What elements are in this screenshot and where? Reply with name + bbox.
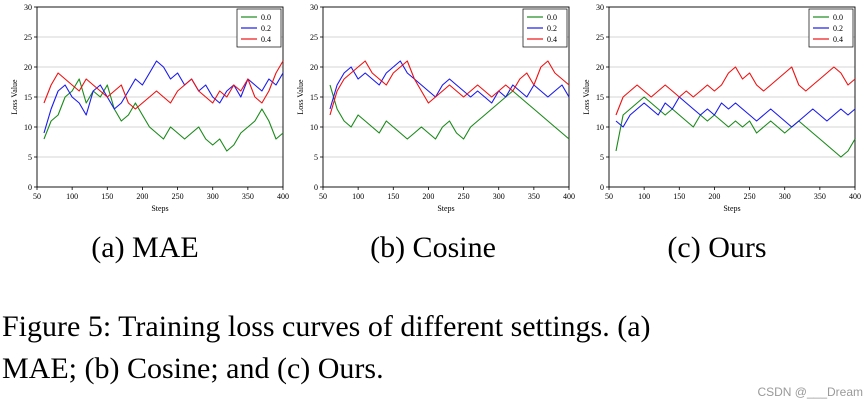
y-tick-label: 0: [314, 183, 318, 192]
series-line-0.2: [615, 96, 856, 128]
series-line-0.4: [329, 60, 570, 116]
y-tick-label: 10: [24, 123, 32, 132]
x-tick-label: 400: [563, 192, 575, 201]
x-tick-label: 50: [605, 192, 613, 201]
y-tick-label: 0: [600, 183, 604, 192]
charts-area: 50 100 150 200 250 300 350 400051015202530Steps…: [10, 3, 861, 213]
x-tick-label: 250: [458, 192, 470, 201]
x-tick-label: 50: [33, 192, 41, 201]
x-tick-label: 200: [136, 192, 148, 201]
figure-caption: Figure 5: Training loss curves of differ…: [2, 306, 867, 390]
y-tick-label: 15: [24, 93, 32, 102]
subfigure-label-ours: (c) Ours: [667, 231, 767, 264]
x-tick-label: 300: [779, 192, 791, 201]
subfigure-label-cosine: (b) Cosine: [370, 231, 496, 264]
y-tick-label: 20: [24, 63, 32, 72]
y-tick-label: 30: [310, 3, 318, 12]
x-tick-label: 100: [638, 192, 650, 201]
series-line-0.4: [615, 66, 856, 116]
y-tick-label: 30: [596, 3, 604, 12]
x-tick-label: 150: [673, 192, 685, 201]
y-tick-label: 5: [314, 153, 318, 162]
y-axis-label: Loss Value: [296, 79, 305, 115]
x-tick-label: 300: [207, 192, 219, 201]
y-tick-label: 25: [596, 33, 604, 42]
x-tick-label: 150: [387, 192, 399, 201]
y-tick-label: 15: [596, 93, 604, 102]
legend-label: 0.2: [547, 24, 557, 33]
y-tick-label: 30: [24, 3, 32, 12]
x-axis-label: Steps: [151, 204, 168, 213]
x-tick-label: 200: [708, 192, 720, 201]
x-tick-label: 200: [422, 192, 434, 201]
x-tick-label: 100: [66, 192, 78, 201]
chart-panel-2: 50 100 150 200 250 300 350 400 0 5 10 15 20 25 30 Steps…: [296, 3, 575, 213]
y-tick-label: 0: [28, 183, 32, 192]
legend-label: 0.4: [261, 35, 271, 44]
x-tick-label: 350: [528, 192, 540, 201]
legend-label: 0.2: [833, 24, 843, 33]
legend-label: 0.0: [547, 13, 557, 22]
series-line-0.2: [43, 60, 284, 134]
x-tick-label: 250: [744, 192, 756, 201]
x-tick-label: 250: [172, 192, 184, 201]
x-tick-label: 50: [319, 192, 327, 201]
y-tick-label: 5: [28, 153, 32, 162]
series-line-0.0: [615, 96, 856, 158]
series-line-0.2: [329, 60, 570, 110]
x-tick-label: 100: [352, 192, 364, 201]
legend-label: 0.0: [261, 13, 271, 22]
y-tick-label: 25: [24, 33, 32, 42]
series-line-0.0: [43, 78, 284, 152]
x-axis-label: Steps: [437, 204, 454, 213]
caption-line-2: MAE; (b) Cosine; and (c) Ours.: [2, 352, 384, 385]
y-tick-label: 25: [310, 33, 318, 42]
y-tick-label: 10: [596, 123, 604, 132]
y-tick-label: 15: [310, 93, 318, 102]
subfigure-label-mae: (a) MAE: [91, 231, 199, 264]
x-tick-label: 400: [849, 192, 861, 201]
legend-label: 0.4: [833, 35, 843, 44]
y-tick-label: 10: [310, 123, 318, 132]
caption-line-1: Figure 5: Training loss curves of differ…: [2, 310, 651, 343]
legend-label: 0.2: [261, 24, 271, 33]
legend-label: 0.4: [547, 35, 557, 44]
legend-label: 0.0: [833, 13, 843, 22]
x-tick-label: 350: [242, 192, 254, 201]
x-axis-label: Steps: [723, 204, 740, 213]
chart-panel-1: 50 100 150 200 250 300 350 400 0 5 10 15 20 25 30 Steps…: [10, 3, 289, 213]
chart-panel-3: 50 100 150 200 250 300 350 400 0 5 10 15 20 25 30 Steps…: [582, 3, 861, 213]
x-tick-label: 300: [493, 192, 505, 201]
y-tick-label: 5: [600, 153, 604, 162]
x-tick-label: 350: [814, 192, 826, 201]
series-line-0.4: [43, 60, 284, 110]
x-tick-label: 400: [277, 192, 289, 201]
y-tick-label: 20: [596, 63, 604, 72]
series-line-0.0: [329, 84, 570, 140]
y-axis-label: Loss Value: [582, 79, 591, 115]
watermark: CSDN @___Dream: [757, 385, 863, 399]
x-tick-label: 150: [101, 192, 113, 201]
y-axis-label: Loss Value: [10, 79, 19, 115]
y-tick-label: 20: [310, 63, 318, 72]
